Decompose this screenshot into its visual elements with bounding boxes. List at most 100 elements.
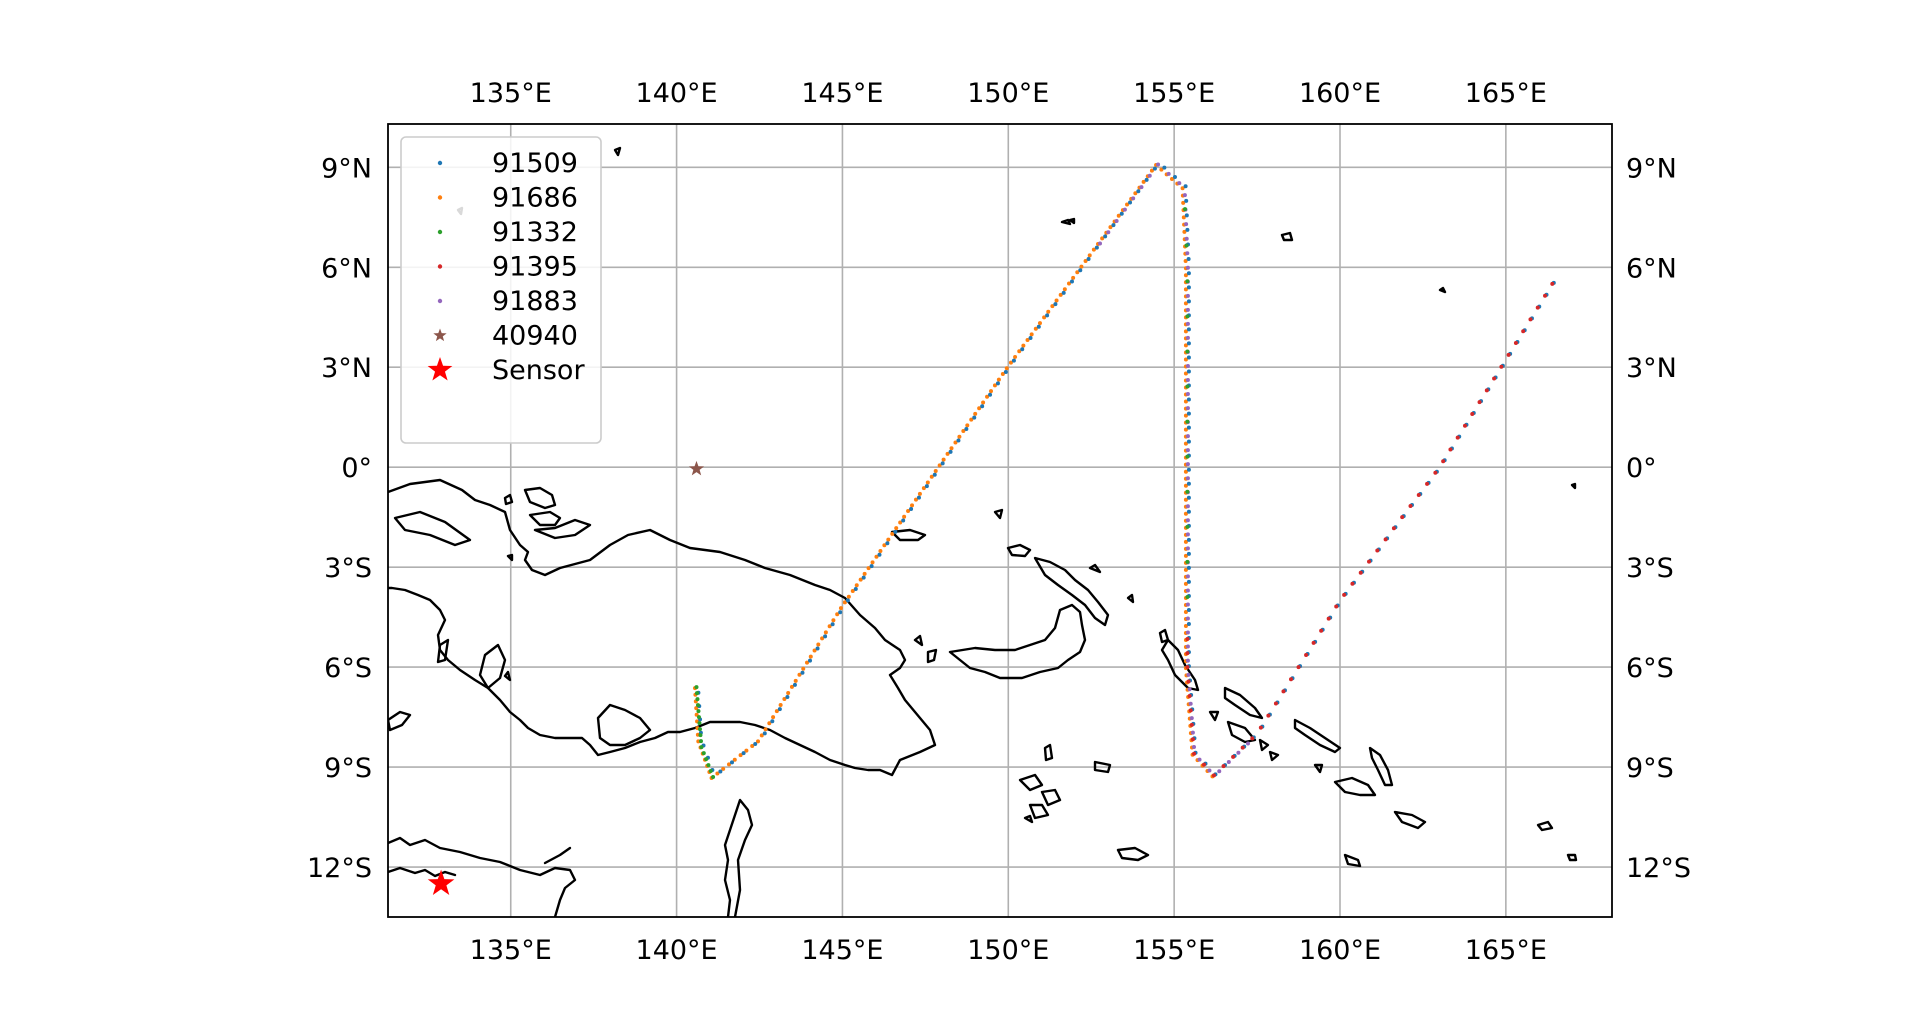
track-point-91395 — [1185, 637, 1190, 642]
track-point-91686 — [1037, 321, 1042, 326]
legend-marker — [437, 264, 443, 269]
track-point-91686 — [694, 706, 699, 711]
track-point-91395 — [1273, 701, 1278, 706]
track-point-91509 — [1144, 177, 1149, 182]
track-point-91883 — [1185, 363, 1190, 368]
track-point-91509 — [853, 586, 858, 591]
track-point-91883 — [1185, 616, 1190, 621]
track-point-91395 — [1433, 470, 1438, 475]
track-point-91686 — [1029, 332, 1034, 337]
island-kai — [436, 638, 450, 664]
track-point-91509 — [741, 751, 746, 756]
track-point-91686 — [898, 520, 903, 525]
track-point-91686 — [1183, 371, 1188, 376]
track-point-91509 — [1186, 495, 1191, 500]
track-point-91509 — [845, 598, 850, 603]
island-dentrecasteaux-3 — [1028, 803, 1050, 820]
track-point-91883 — [1122, 207, 1127, 212]
track-point-91395 — [1470, 411, 1475, 416]
island-rennell — [1343, 853, 1362, 868]
island-small-6 — [913, 634, 924, 647]
track-point-91883 — [1177, 181, 1182, 186]
track-point-91686 — [913, 497, 918, 502]
track-point-91686 — [890, 531, 895, 536]
x-tick-labels-top: 135°E 140°E 145°E 150°E 155°E 160°E 165°E — [470, 78, 1547, 109]
track-point-91509 — [1086, 256, 1091, 261]
track-point-91686 — [1054, 298, 1059, 303]
track-point-91509 — [893, 529, 898, 534]
track-point-91686 — [1183, 427, 1188, 432]
track-point-91883 — [1185, 588, 1190, 593]
track-point-91686 — [874, 554, 879, 559]
track-point-91509 — [1186, 439, 1191, 444]
track-point-91686 — [1075, 270, 1080, 275]
y-tick-label: 0° — [341, 453, 372, 484]
track-point-91686 — [1181, 200, 1186, 205]
track-point-91686 — [1183, 483, 1188, 488]
track-point-91395 — [1375, 548, 1380, 553]
track-point-91395 — [1400, 515, 1405, 520]
track-point-91509 — [1053, 302, 1058, 307]
track-point-91332 — [708, 769, 713, 774]
y-tick-labels-right: 9°N 6°N 3°N 0° 3°S 6°S 9°S 12°S — [1626, 153, 1691, 884]
x-tick-label: 165°E — [1465, 935, 1547, 966]
island-small-3 — [1088, 563, 1102, 574]
track-point-91509 — [808, 658, 813, 663]
track-point-91686 — [870, 560, 875, 565]
island-chuuk — [1280, 231, 1294, 242]
track-point-91395 — [1188, 708, 1193, 713]
track-point-91395 — [1477, 400, 1482, 405]
track-point-91509 — [800, 670, 805, 675]
track-point-91509 — [1103, 234, 1108, 239]
track-point-91395 — [1543, 293, 1548, 298]
track-point-91686 — [1183, 553, 1188, 558]
track-point-91883 — [1185, 476, 1190, 481]
track-point-91395 — [1211, 773, 1216, 778]
track-point-91395 — [1455, 435, 1460, 440]
y-tick-label: 3°N — [1626, 353, 1677, 384]
track-point-91686 — [1183, 624, 1188, 629]
track-point-91686 — [1108, 225, 1113, 230]
track-point-91509 — [1186, 411, 1191, 416]
island-buka — [1158, 628, 1170, 644]
island-pohnpei — [1438, 286, 1447, 294]
track-point-91395 — [1185, 651, 1190, 656]
track-point-91686 — [763, 727, 768, 732]
track-point-91686 — [1125, 202, 1130, 207]
track-point-91686 — [778, 703, 783, 708]
y-tick-label: 9°S — [324, 753, 372, 784]
track-point-91332 — [697, 721, 702, 726]
track-point-91332 — [1185, 489, 1190, 494]
legend-marker — [437, 298, 443, 304]
trajectory-tracks — [692, 162, 1556, 781]
track-point-91509 — [1172, 174, 1177, 179]
track-point-91883 — [1197, 757, 1202, 762]
x-tick-label: 135°E — [470, 935, 552, 966]
coastline-cape-york — [723, 798, 754, 917]
y-tick-label: 6°S — [1626, 653, 1674, 684]
gridlines — [388, 124, 1612, 917]
island-small-13 — [503, 670, 512, 682]
track-point-91883 — [1147, 173, 1152, 178]
track-point-91686 — [750, 743, 755, 748]
island-dentrecasteaux-1 — [1018, 773, 1044, 792]
track-point-91686 — [965, 423, 970, 428]
y-tick-labels-left: 9°N 6°N 3°N 0° 3°S 6°S 9°S 12°S — [307, 153, 372, 884]
track-point-91686 — [1183, 287, 1188, 292]
track-point-91686 — [812, 648, 817, 653]
point-markers — [427, 460, 705, 896]
track-point-91686 — [1083, 258, 1088, 263]
x-tick-label: 160°E — [1299, 78, 1381, 109]
track-point-91686 — [862, 571, 867, 576]
track-point-91883 — [1185, 335, 1190, 340]
legend-marker — [437, 160, 443, 166]
track-point-91883 — [1226, 760, 1231, 765]
track-point-91395 — [1342, 592, 1347, 597]
island-small-7 — [1023, 814, 1034, 824]
track-point-91395 — [1231, 754, 1236, 759]
track-point-91883 — [1182, 193, 1187, 198]
track-point-91686 — [756, 739, 761, 744]
track-point-91509 — [753, 741, 758, 746]
track-point-91686 — [827, 624, 832, 629]
track-point-91332 — [1185, 594, 1190, 599]
